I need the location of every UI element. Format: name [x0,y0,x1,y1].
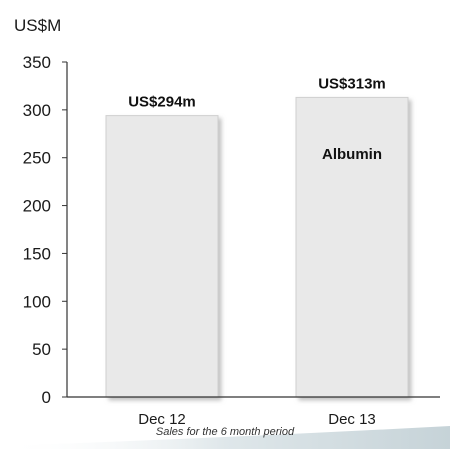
y-tick-label: 100 [23,292,51,311]
chart-caption: Sales for the 6 month period [155,426,295,438]
x-category-label: Dec 13 [328,411,376,428]
bar [105,115,219,398]
y-tick-label: 350 [23,53,51,72]
bar-data-label: US$313m [318,75,386,92]
y-tick-label: 50 [32,340,51,359]
y-tick-label: 250 [23,149,51,168]
x-category-label: Dec 12 [138,411,186,428]
bar-data-label: US$294m [128,94,196,111]
bar-group: US$294m Dec 12 [105,94,219,428]
y-axis-unit-label: US$M [14,16,62,35]
y-tick-label: 150 [23,244,51,263]
y-tick-label: 300 [23,101,51,120]
series-label: Albumin [322,146,382,163]
y-tick-label: 200 [23,197,51,216]
footer-accent-swoosh [0,426,450,449]
bars: US$294m Dec 12 US$313m Dec 13 Albumin [105,75,409,428]
y-axis-ticks: 0 50 100 150 200 250 300 350 [23,53,67,407]
y-tick-label: 0 [42,388,51,407]
bar [295,96,409,398]
axes [66,62,440,398]
bar-group: US$313m Dec 13 [295,75,409,428]
